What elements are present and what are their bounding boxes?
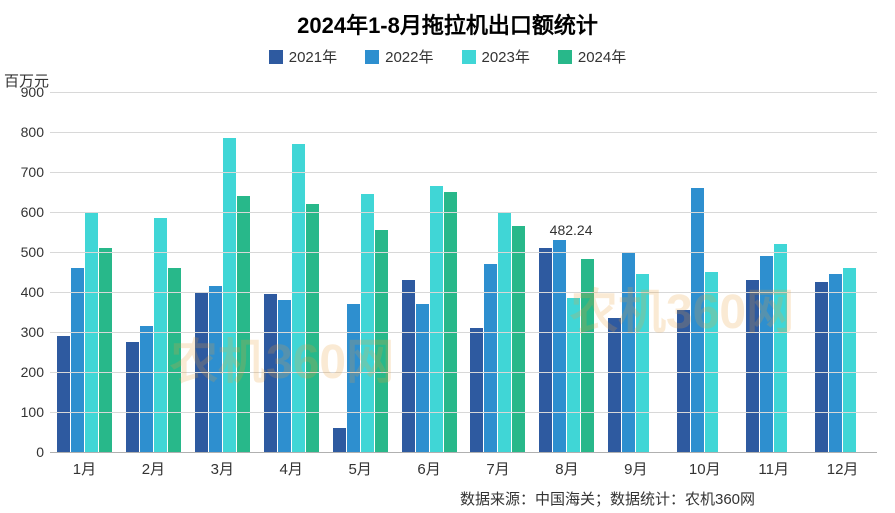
bar — [333, 428, 346, 452]
data-label: 482.24 — [550, 222, 593, 238]
month-group: 9月 — [601, 92, 670, 452]
bar — [292, 144, 305, 452]
bar — [843, 268, 856, 452]
bar — [705, 272, 718, 452]
month-group: 7月 — [464, 92, 533, 452]
bar — [829, 274, 842, 452]
grid-line — [50, 92, 877, 93]
legend-swatch — [462, 50, 476, 64]
bar — [237, 196, 250, 452]
bar — [581, 259, 594, 452]
bar — [402, 280, 415, 452]
grid-line — [50, 292, 877, 293]
legend-item: 2022年 — [365, 46, 433, 67]
y-tick-label: 400 — [21, 284, 50, 300]
bar — [636, 274, 649, 452]
month-group: 10月 — [670, 92, 739, 452]
y-tick-label: 500 — [21, 244, 50, 260]
month-group: 8月 — [532, 92, 601, 452]
x-tick-label: 1月 — [73, 452, 96, 479]
bar — [209, 286, 222, 452]
month-group: 6月 — [395, 92, 464, 452]
legend-label: 2024年 — [578, 46, 626, 67]
x-tick-label: 7月 — [486, 452, 509, 479]
bar — [278, 300, 291, 452]
x-tick-label: 11月 — [758, 452, 789, 479]
bar — [622, 252, 635, 452]
x-tick-label: 8月 — [555, 452, 578, 479]
month-group: 5月 — [326, 92, 395, 452]
bar — [71, 268, 84, 452]
x-tick-label: 3月 — [211, 452, 234, 479]
bar — [444, 192, 457, 452]
bar — [553, 240, 566, 452]
legend-label: 2022年 — [385, 46, 433, 67]
plot-area: 1月2月3月4月5月6月7月8月9月10月11月12月 010020030040… — [50, 92, 877, 453]
x-tick-label: 4月 — [280, 452, 303, 479]
grid-line — [50, 132, 877, 133]
bar — [512, 226, 525, 452]
legend: 2021年 2022年 2023年 2024年 — [0, 46, 895, 67]
legend-item: 2024年 — [558, 46, 626, 67]
bar — [746, 280, 759, 452]
chart-title: 2024年1-8月拖拉机出口额统计 — [0, 0, 895, 40]
y-tick-label: 0 — [36, 444, 50, 460]
legend-item: 2023年 — [462, 46, 530, 67]
bar — [306, 204, 319, 452]
y-tick-label: 300 — [21, 324, 50, 340]
bar — [99, 248, 112, 452]
bar — [140, 326, 153, 452]
bar — [470, 328, 483, 452]
chart-container: 2024年1-8月拖拉机出口额统计 2021年2022年2023年2024年 百… — [0, 0, 895, 513]
legend-swatch — [365, 50, 379, 64]
bar — [815, 282, 828, 452]
grid-line — [50, 252, 877, 253]
legend-label: 2023年 — [482, 46, 530, 67]
month-group: 1月 — [50, 92, 119, 452]
month-group: 4月 — [257, 92, 326, 452]
x-tick-label: 9月 — [624, 452, 647, 479]
grid-line — [50, 332, 877, 333]
bar — [154, 218, 167, 452]
bar — [608, 318, 621, 452]
month-group: 3月 — [188, 92, 257, 452]
x-tick-label: 10月 — [689, 452, 721, 479]
y-tick-label: 200 — [21, 364, 50, 380]
bar — [760, 256, 773, 452]
bar — [416, 304, 429, 452]
y-tick-label: 600 — [21, 204, 50, 220]
bar — [168, 268, 181, 452]
x-tick-label: 6月 — [417, 452, 440, 479]
legend-label: 2021年 — [289, 46, 337, 67]
x-tick-label: 2月 — [142, 452, 165, 479]
month-group: 12月 — [808, 92, 877, 452]
source-text: 数据来源：中国海关；数据统计：农机360网 — [460, 488, 755, 509]
bar — [57, 336, 70, 452]
bar — [539, 248, 552, 452]
x-tick-label: 5月 — [348, 452, 371, 479]
x-tick-label: 12月 — [827, 452, 859, 479]
bar — [567, 298, 580, 452]
legend-item: 2021年 — [269, 46, 337, 67]
month-group: 11月 — [739, 92, 808, 452]
legend-swatch — [269, 50, 283, 64]
bar — [223, 138, 236, 452]
y-tick-label: 700 — [21, 164, 50, 180]
grid-line — [50, 372, 877, 373]
y-tick-label: 800 — [21, 124, 50, 140]
bar — [774, 244, 787, 452]
grid-line — [50, 172, 877, 173]
bar — [361, 194, 374, 452]
bar — [126, 342, 139, 452]
bar — [375, 230, 388, 452]
bars-area: 1月2月3月4月5月6月7月8月9月10月11月12月 — [50, 92, 877, 452]
y-tick-label: 100 — [21, 404, 50, 420]
legend-swatch — [558, 50, 572, 64]
grid-line — [50, 412, 877, 413]
y-tick-label: 900 — [21, 84, 50, 100]
grid-line — [50, 212, 877, 213]
month-group: 2月 — [119, 92, 188, 452]
bar — [264, 294, 277, 452]
bar — [347, 304, 360, 452]
